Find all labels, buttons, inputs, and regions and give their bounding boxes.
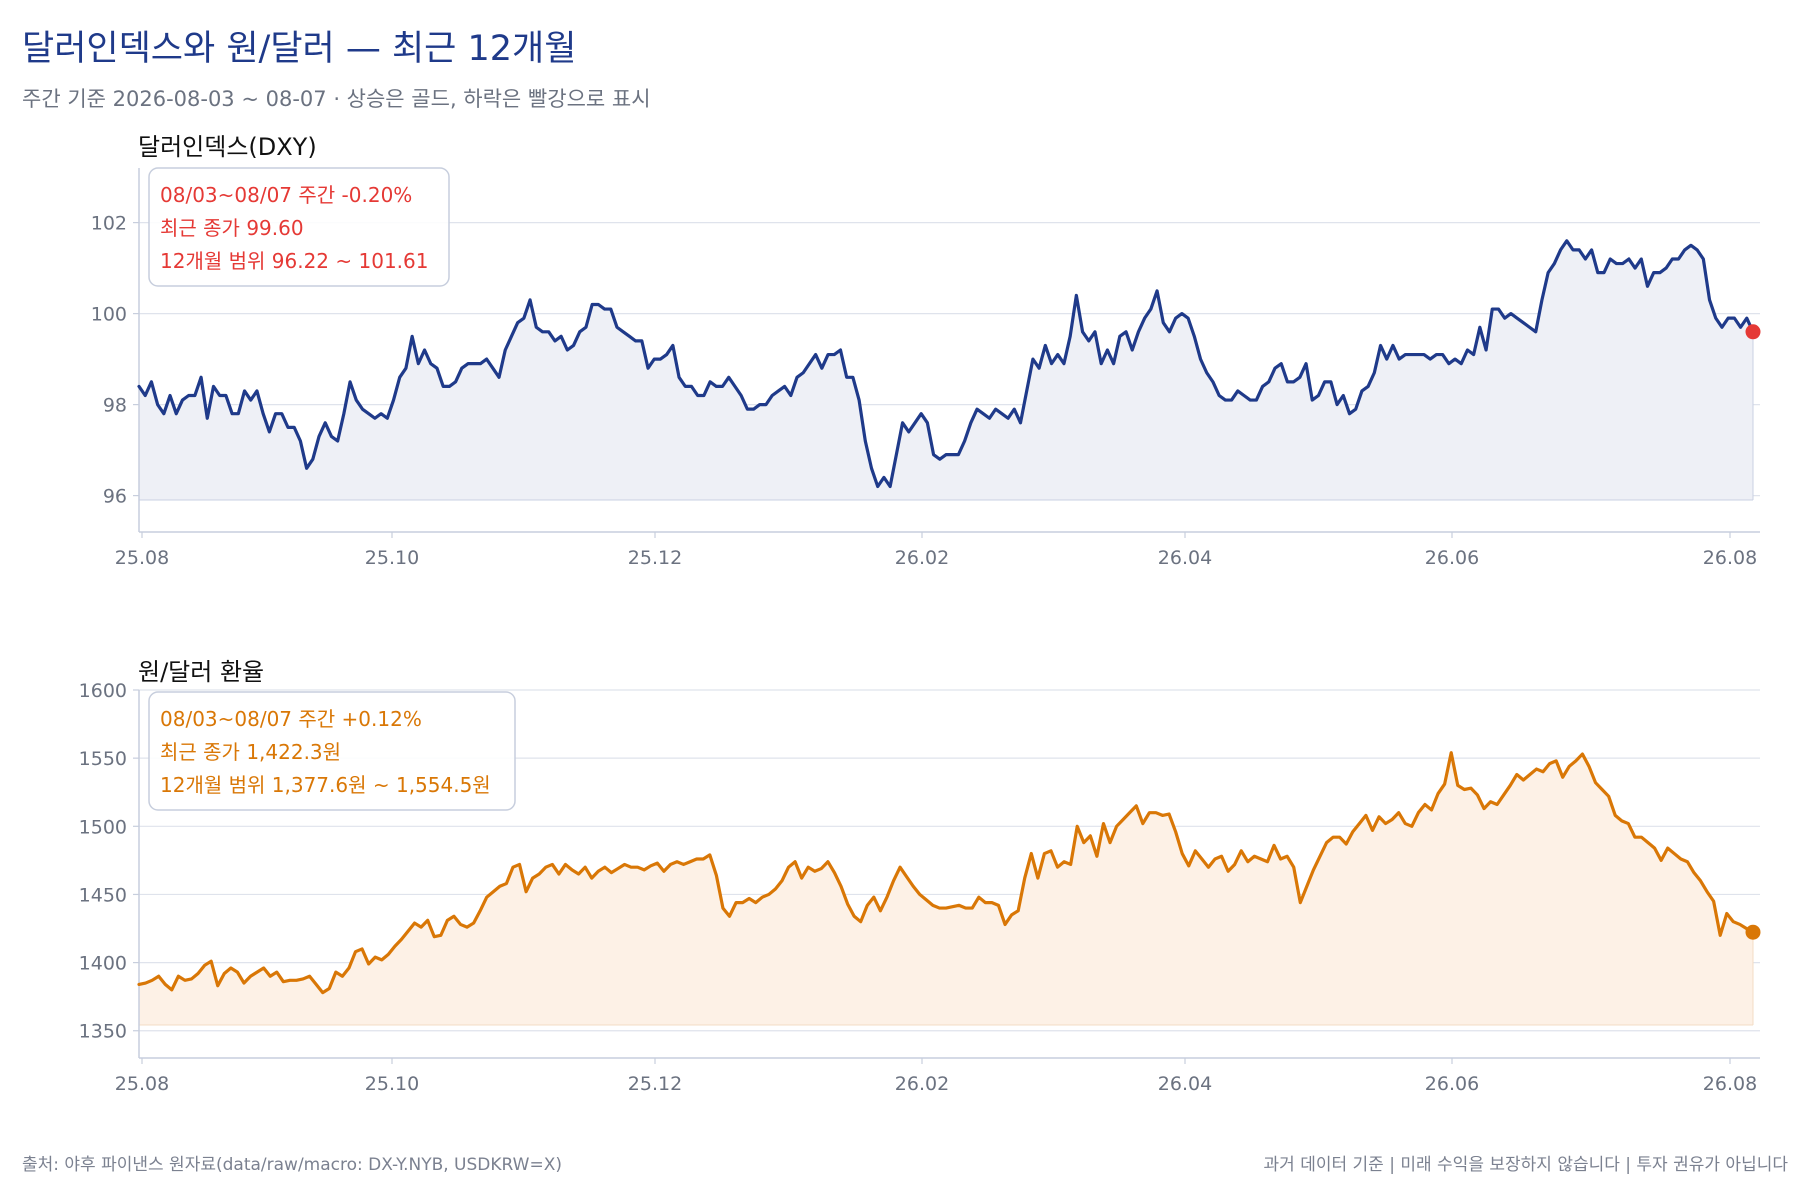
dxy-area-fill bbox=[139, 240, 1753, 501]
dxy-chart-title: 달러인덱스(DXY) bbox=[138, 133, 317, 161]
dxy-x-tick-label: 26.04 bbox=[1158, 547, 1212, 569]
dxy-annotation-line1: 08/03~08/07 주간 -0.20% bbox=[160, 183, 412, 207]
source-note: 출처: 야후 파이낸스 원자료(data/raw/macro: DX-Y.NYB… bbox=[22, 1155, 562, 1175]
dxy-y-tick-label: 98 bbox=[103, 395, 127, 417]
krw-annotation-line2: 최근 종가 1,422.3원 bbox=[160, 740, 341, 764]
dxy-last-value-dot bbox=[1745, 324, 1761, 340]
dxy-x-tick-label: 26.02 bbox=[895, 547, 949, 569]
dxy-series-line bbox=[137, 239, 1755, 489]
dxy-annotation-line3: 12개월 범위 96.22 ~ 101.61 bbox=[160, 249, 428, 273]
dxy-x-tick-label: 25.12 bbox=[628, 547, 682, 569]
krw-last-value-dot bbox=[1745, 924, 1761, 940]
krw-x-tick-label: 26.06 bbox=[1425, 1073, 1479, 1095]
krw-x-tick-label: 26.04 bbox=[1158, 1073, 1212, 1095]
krw-annotation-line3: 12개월 범위 1,377.6원 ~ 1,554.5원 bbox=[160, 773, 491, 797]
krw-annotation-line1: 08/03~08/07 주간 +0.12% bbox=[160, 707, 422, 731]
dxy-y-tick-label: 96 bbox=[103, 486, 127, 508]
dxy-chart: 96 98 100 102 25.08 25.10 25.12 26.02 26.04 26.06… bbox=[91, 167, 1761, 569]
dxy-annotation-box bbox=[148, 167, 450, 287]
krw-area-fill bbox=[139, 752, 1753, 1025]
krw-y-tick-label: 1450 bbox=[79, 884, 127, 906]
dxy-x-tick-label: 25.10 bbox=[365, 547, 419, 569]
krw-chart: 1350 1400 1450 1500 1550 1600 25.08 25.10 25.12 2… bbox=[79, 680, 1761, 1095]
krw-chart-title: 원/달러 환율 bbox=[138, 658, 265, 686]
krw-x-tick-label: 26.08 bbox=[1703, 1073, 1757, 1095]
dxy-x-tick-label: 25.08 bbox=[115, 547, 169, 569]
krw-y-tick-label: 1400 bbox=[79, 953, 127, 975]
dxy-x-tick-label: 26.08 bbox=[1703, 547, 1757, 569]
krw-x-tick-label: 25.10 bbox=[365, 1073, 419, 1095]
page-title: 달러인덱스와 원/달러 — 최근 12개월 bbox=[22, 29, 577, 69]
krw-series-line bbox=[137, 751, 1755, 995]
krw-y-tick-label: 1500 bbox=[79, 816, 127, 838]
dxy-annotation-line2: 최근 종가 99.60 bbox=[160, 216, 304, 240]
krw-x-tick-label: 26.02 bbox=[895, 1073, 949, 1095]
disclaimer-note: 과거 데이터 기준 | 미래 수익을 보장하지 않습니다 | 투자 권유가 아닙… bbox=[1263, 1155, 1788, 1175]
dxy-y-tick-label: 100 bbox=[91, 304, 127, 326]
krw-y-tick-label: 1550 bbox=[79, 748, 127, 770]
krw-x-tick-label: 25.08 bbox=[115, 1073, 169, 1095]
krw-y-tick-label: 1350 bbox=[79, 1021, 127, 1043]
dxy-y-tick-label: 102 bbox=[91, 213, 127, 235]
krw-annotation-box bbox=[148, 691, 516, 811]
page-subtitle: 주간 기준 2026-08-03 ~ 08-07 · 상승은 골드, 하락은 빨… bbox=[22, 87, 651, 111]
dxy-x-tick-label: 26.06 bbox=[1425, 547, 1479, 569]
krw-x-tick-label: 25.12 bbox=[628, 1073, 682, 1095]
krw-y-tick-label: 1600 bbox=[79, 680, 127, 702]
